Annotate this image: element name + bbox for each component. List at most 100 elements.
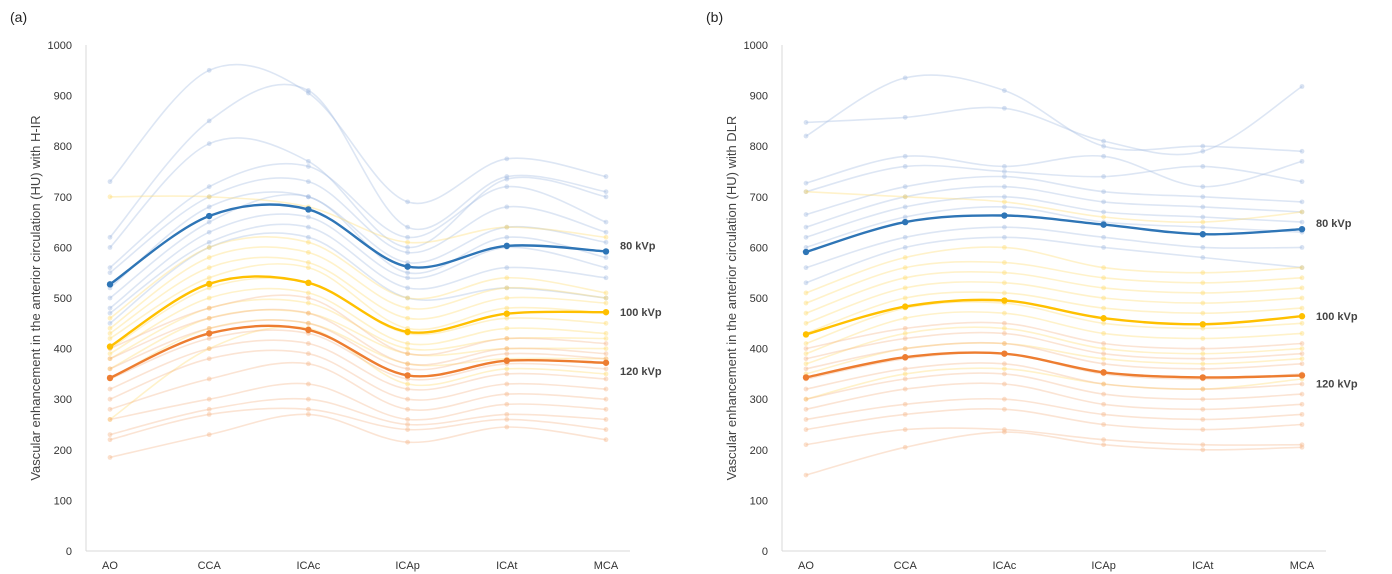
series-point-b — [902, 303, 909, 310]
patient-point-b — [1200, 194, 1206, 200]
patient-point-a — [504, 224, 510, 230]
series-point-b — [1298, 225, 1306, 233]
patient-point-b — [1200, 356, 1206, 362]
patient-point-b — [1002, 366, 1007, 372]
patient-point-b — [1299, 265, 1305, 271]
patient-point-b — [803, 300, 809, 306]
patient-point-b — [1200, 386, 1206, 392]
patient-point-b — [1002, 310, 1007, 316]
series-label-b: 120 kVp — [1316, 378, 1358, 390]
patient-point-a — [206, 255, 212, 260]
patient-line-b — [805, 85, 1303, 156]
x-tick-label-a: ICAp — [395, 560, 419, 572]
series-point-a — [503, 357, 510, 364]
patient-point-a — [206, 336, 212, 341]
patient-point-b — [902, 194, 908, 200]
patient-point-b — [902, 427, 908, 432]
patient-point-a — [405, 346, 410, 351]
patient-point-a — [206, 275, 212, 281]
patient-point-b — [803, 310, 809, 316]
patient-point-a — [306, 320, 311, 326]
patient-point-b — [1101, 153, 1106, 159]
patient-point-a — [405, 427, 410, 432]
patient-line-b — [805, 260, 1303, 304]
patient-point-a — [603, 336, 609, 341]
patient-point-b — [1101, 265, 1106, 271]
patient-point-b — [1101, 189, 1106, 195]
patient-point-a — [603, 366, 609, 372]
patient-point-b — [902, 295, 908, 301]
patient-point-b — [1299, 158, 1305, 164]
patient-point-b — [1002, 331, 1007, 336]
patient-point-a — [306, 164, 311, 169]
patient-point-a — [306, 295, 311, 301]
patient-line-b — [805, 164, 1303, 193]
patient-point-b — [803, 356, 809, 362]
patient-point-a — [206, 325, 212, 331]
patient-point-a — [206, 411, 212, 417]
patient-point-a — [306, 265, 311, 271]
patient-line-a — [109, 137, 607, 249]
patient-point-b — [1101, 361, 1106, 367]
patient-point-b — [803, 189, 809, 195]
patient-point-a — [504, 295, 510, 301]
patient-point-a — [405, 245, 410, 250]
patient-point-b — [1101, 285, 1106, 291]
patient-point-a — [306, 179, 311, 185]
patient-point-b — [1299, 401, 1305, 407]
patient-point-b — [1299, 245, 1305, 250]
patient-line-a — [109, 63, 607, 205]
patient-point-a — [405, 366, 410, 372]
series-point-b — [1100, 315, 1107, 322]
patient-point-a — [107, 331, 113, 336]
y-tick-label-a: 400 — [54, 344, 72, 356]
patient-point-a — [206, 67, 212, 73]
patient-point-b — [1101, 341, 1106, 346]
patient-point-b — [902, 194, 908, 200]
patient-point-a — [306, 250, 311, 255]
patient-point-a — [206, 346, 212, 351]
series-point-a — [206, 212, 213, 220]
patient-point-b — [1200, 300, 1206, 306]
patient-point-a — [306, 214, 311, 220]
patient-point-a — [603, 290, 609, 296]
patient-point-a — [306, 310, 311, 316]
patient-line-a — [109, 308, 607, 366]
patient-line-b — [805, 427, 1303, 446]
patient-point-b — [1299, 148, 1305, 154]
patient-point-b — [1002, 194, 1007, 200]
patient-line-b — [805, 190, 1303, 224]
y-tick-label-b: 300 — [750, 394, 768, 406]
patient-point-a — [306, 239, 311, 245]
patient-point-b — [902, 245, 908, 250]
patient-point-a — [405, 285, 410, 291]
patient-point-b — [902, 315, 908, 321]
patient-point-a — [206, 396, 212, 402]
patient-line-a — [109, 195, 607, 244]
patient-point-b — [1101, 214, 1106, 220]
patient-point-b — [803, 396, 809, 402]
patient-point-a — [504, 184, 510, 190]
patient-point-a — [306, 406, 311, 412]
x-tick-label-b: ICAp — [1091, 560, 1115, 572]
y-tick-label-a: 300 — [54, 394, 72, 406]
patient-point-b — [803, 234, 809, 240]
patient-point-b — [1101, 411, 1106, 417]
series-line-100-kvp-b — [805, 298, 1303, 336]
patient-point-b — [1002, 204, 1007, 210]
patient-line-a — [109, 191, 607, 289]
patient-point-a — [603, 320, 609, 326]
panel-label-b: (b) — [706, 9, 723, 25]
series-point-b — [802, 331, 810, 338]
patient-line-a — [109, 236, 607, 319]
patient-line-a — [109, 319, 607, 380]
patient-point-b — [1101, 234, 1106, 240]
patient-line-a — [109, 83, 607, 238]
patient-line-a — [109, 263, 607, 340]
patient-point-a — [603, 331, 609, 336]
x-tick-label-a: ICAc — [296, 560, 320, 572]
patient-point-a — [603, 189, 609, 195]
patient-line-b — [805, 397, 1303, 421]
patient-point-a — [603, 275, 609, 281]
patient-point-b — [902, 411, 908, 417]
